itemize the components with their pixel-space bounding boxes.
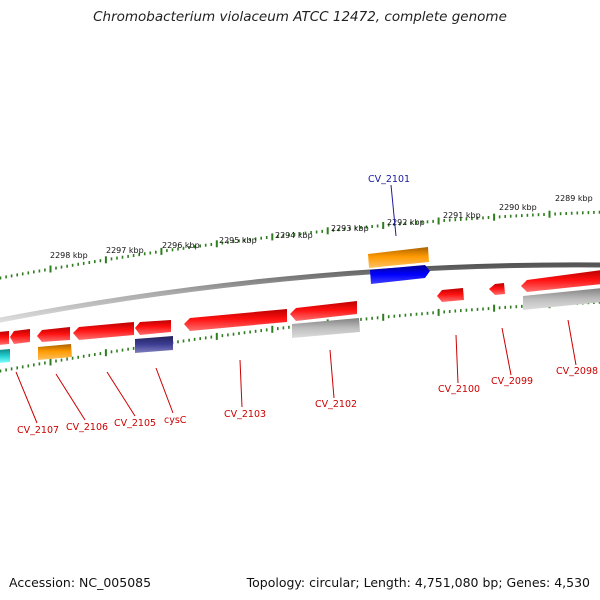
gene-cysc-red[interactable] (135, 320, 171, 335)
gene-cv-2100[interactable] (437, 288, 464, 302)
kbp-label: 2292 kbp (387, 218, 425, 227)
gene-label[interactable]: CV_2106 (66, 422, 108, 433)
kbp-label: 2295 kbp (219, 236, 257, 245)
kbp-label: 2294 kbp (275, 231, 313, 240)
gene-left-edge-2[interactable] (10, 329, 30, 344)
gene-cv-2098-grey[interactable] (523, 288, 600, 310)
kbp-label: 2293 kbp (331, 224, 369, 233)
gene-cv-2106-orange[interactable] (38, 344, 72, 360)
kbp-label: 2290 kbp (499, 203, 537, 212)
label-leaders (15, 184, 577, 424)
gene-label[interactable]: CV_2107 (17, 425, 59, 436)
gene-cv-2105[interactable] (73, 322, 134, 340)
gene-label[interactable]: cysC (164, 415, 187, 426)
gene-labels: CV_2101 CV_2107 CV_2106 CV_2105 cysC CV_… (17, 174, 598, 436)
genome-backbone (0, 262, 600, 323)
gene-cv-2098-red[interactable] (521, 270, 600, 292)
kbp-label: 2296 kbp (162, 241, 200, 250)
kbp-label: 2291 kbp (443, 211, 481, 220)
gene-cv-2099[interactable] (489, 283, 505, 295)
upper-strand-genes (368, 247, 430, 284)
genome-title: Chromobacterium violaceum ATCC 12472, co… (93, 9, 507, 25)
kbp-label: 2298 kbp (50, 251, 88, 260)
topology-text: Topology: circular; Length: 4,751,080 bp… (246, 575, 590, 590)
accession-text: Accession: NC_005085 (9, 575, 152, 590)
gene-left-edge-cyan[interactable] (0, 349, 10, 363)
gene-label[interactable]: CV_2100 (438, 384, 480, 395)
gene-cv-2102-red[interactable] (290, 301, 357, 321)
gene-cv-2101-blue[interactable] (370, 265, 430, 284)
gene-label[interactable]: CV_2102 (315, 399, 357, 410)
kbp-label: 2289 kbp (555, 194, 593, 203)
gene-label[interactable]: CV_2098 (556, 366, 598, 377)
lower-strand-genes (0, 270, 600, 363)
gene-label[interactable]: CV_2101 (368, 174, 410, 185)
gene-label[interactable]: CV_2105 (114, 418, 156, 429)
gene-cv-2102-grey[interactable] (292, 318, 360, 338)
gene-cv-2101-orange[interactable] (368, 247, 429, 268)
gene-cysc-navy[interactable] (135, 336, 173, 353)
gene-left-edge-1[interactable] (0, 331, 9, 345)
kbp-labels: 2298 kbp 2297 kbp 2296 kbp 2295 kbp 2294… (50, 194, 593, 260)
gene-label[interactable]: CV_2103 (224, 409, 266, 420)
outer-tick-ring (0, 210, 600, 280)
gene-cv-2106[interactable] (37, 327, 70, 342)
kbp-label: 2297 kbp (106, 246, 144, 255)
gene-cv-2103[interactable] (184, 309, 287, 331)
gene-label[interactable]: CV_2099 (491, 376, 533, 387)
